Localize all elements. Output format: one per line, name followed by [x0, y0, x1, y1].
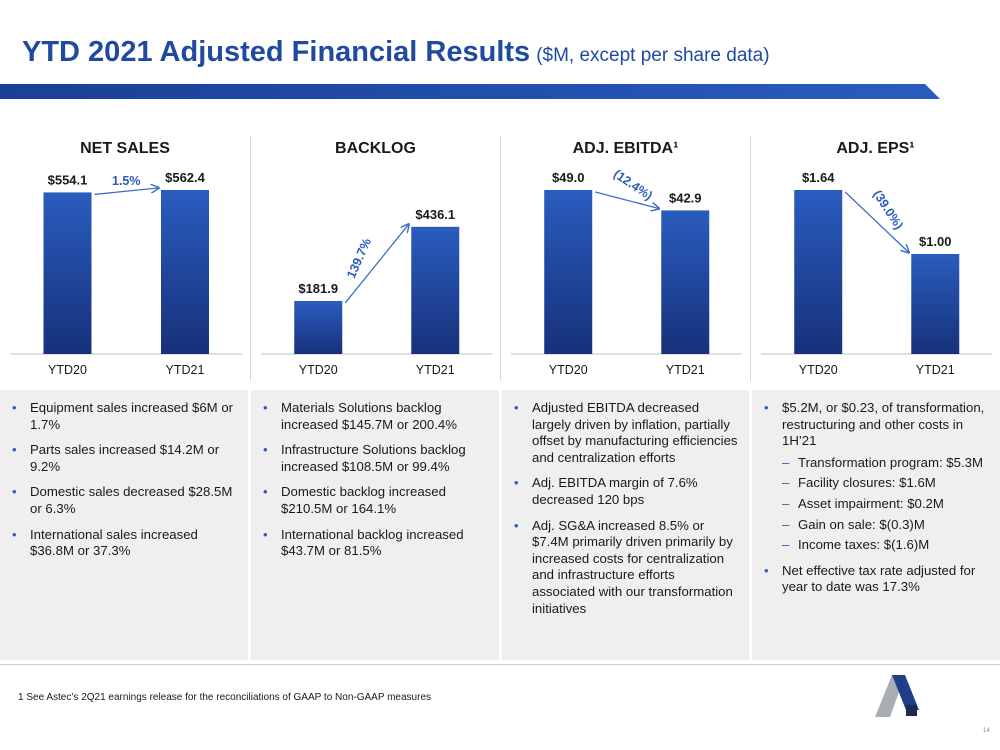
chart-panel-backlog: BACKLOG $181.9 YTD20 $436.1 YTD21 139.7%: [251, 130, 500, 385]
chart-title: ADJ. EPS¹: [836, 140, 915, 157]
data-label: $436.1: [415, 207, 455, 222]
data-label: $554.1: [48, 172, 88, 187]
category-tick-label: YTD20: [549, 363, 588, 377]
data-label: $1.00: [919, 234, 952, 249]
bullet-item: Adj. SG&A increased 8.5% or $7.4M primar…: [512, 518, 741, 618]
bar-ytd21: [161, 190, 209, 354]
bar-ytd20: [43, 192, 92, 354]
footnote: 1 See Astec’s 2Q21 earnings release for …: [18, 692, 432, 703]
chart-svg: $554.1 YTD20 $562.4 YTD21 1.5%: [10, 170, 242, 377]
panel-divider: [250, 136, 251, 381]
data-label: $1.64: [802, 170, 835, 185]
bullet-item: Equipment sales increased $6M or 1.7%: [10, 400, 240, 433]
chart-title: ADJ. EBITDA¹: [572, 140, 679, 157]
sub-bullet-item: Income taxes: $(1.6)M: [782, 537, 992, 554]
title-main: YTD 2021 Adjusted Financial Results: [22, 36, 531, 68]
category-tick-label: YTD20: [799, 363, 838, 377]
text-panel-net-sales: Equipment sales increased $6M or 1.7% Pa…: [0, 390, 248, 660]
chart-panel-adj-ebitda: ADJ. EBITDA¹ $49.0 YTD20 $42.9 YTD21 (12.4%): [501, 130, 750, 385]
sub-bullet-item: Asset impairment: $0.2M: [782, 496, 992, 513]
bar-ytd20: [794, 190, 843, 354]
chart-title: BACKLOG: [335, 140, 416, 157]
sub-bullet-item: Gain on sale: $(0.3)M: [782, 517, 992, 534]
change-arrow: [844, 191, 908, 252]
chart-svg: $181.9 YTD20 $436.1 YTD21 139.7%: [261, 207, 492, 377]
bullet-item: International backlog increased $43.7M o…: [261, 527, 491, 560]
bar-ytd20: [544, 190, 593, 354]
chart-title: NET SALES: [80, 140, 170, 157]
category-tick-label: YTD21: [666, 363, 705, 377]
category-tick-label: YTD20: [48, 363, 87, 377]
bullet-text: $5.2M, or $0.23, of transformation, rest…: [782, 400, 985, 449]
text-panel-adj-eps: $5.2M, or $0.23, of transformation, rest…: [752, 390, 1000, 660]
bullet-item: Parts sales increased $14.2M or 9.2%: [10, 442, 240, 475]
category-tick-label: YTD20: [299, 363, 338, 377]
category-tick-label: YTD21: [416, 363, 455, 377]
bullet-item: Domestic backlog increased $210.5M or 16…: [261, 484, 491, 517]
panel-divider: [750, 136, 751, 381]
data-label: $562.4: [165, 170, 206, 185]
bullet-item: Domestic sales decreased $28.5M or 6.3%: [10, 484, 240, 517]
page-number: 14: [983, 728, 990, 734]
sub-bullet-item: Transformation program: $5.3M: [782, 455, 992, 472]
astec-logo-icon: [875, 675, 919, 717]
bar-ytd21: [911, 254, 960, 354]
chart-panel-net-sales: NET SALES $554.1 YTD20 $562.4 YTD21 1.5%: [0, 130, 250, 385]
slide-title: YTD 2021 Adjusted Financial Results ($M, …: [22, 36, 770, 69]
change-arrow: [344, 225, 408, 304]
bullet-item: Materials Solutions backlog increased $1…: [261, 400, 491, 433]
text-panel-backlog: Materials Solutions backlog increased $1…: [251, 390, 499, 660]
chart-panel-adj-eps: ADJ. EPS¹ $1.64 YTD20 $1.00 YTD21 (39.0%): [751, 130, 1000, 385]
category-tick-label: YTD21: [166, 363, 205, 377]
bullet-item: Infrastructure Solutions backlog increas…: [261, 442, 491, 475]
bullet-item: Adj. EBITDA margin of 7.6% decreased 120…: [512, 475, 741, 508]
change-label: 139.7%: [344, 236, 374, 280]
title-bar: [0, 84, 940, 99]
bullet-item: International sales increased $36.8M or …: [10, 527, 240, 560]
data-label: $49.0: [552, 170, 585, 185]
title-subtitle: ($M, except per share data): [536, 45, 770, 66]
change-arrow: [595, 191, 658, 208]
change-label: (39.0%): [870, 188, 906, 232]
bullet-item: $5.2M, or $0.23, of transformation, rest…: [762, 400, 992, 554]
change-arrow: [94, 188, 159, 196]
bar-ytd21: [661, 210, 710, 354]
bullet-item: Adjusted EBITDA decreased largely driven…: [512, 400, 741, 466]
bullet-item: Net effective tax rate adjusted for year…: [762, 563, 992, 596]
bar-ytd20: [294, 300, 343, 354]
chart-svg: $1.64 YTD20 $1.00 YTD21 (39.0%): [761, 170, 992, 377]
text-panel-adj-ebitda: Adjusted EBITDA decreased largely driven…: [502, 390, 749, 660]
data-label: $181.9: [298, 281, 338, 296]
bar-ytd21: [411, 226, 460, 354]
sub-bullet-item: Facility closures: $1.6M: [782, 475, 992, 492]
panel-divider: [500, 136, 501, 381]
category-tick-label: YTD21: [916, 363, 955, 377]
data-label: $42.9: [669, 190, 702, 205]
footer-divider: [0, 664, 1000, 665]
change-label: 1.5%: [112, 174, 141, 188]
